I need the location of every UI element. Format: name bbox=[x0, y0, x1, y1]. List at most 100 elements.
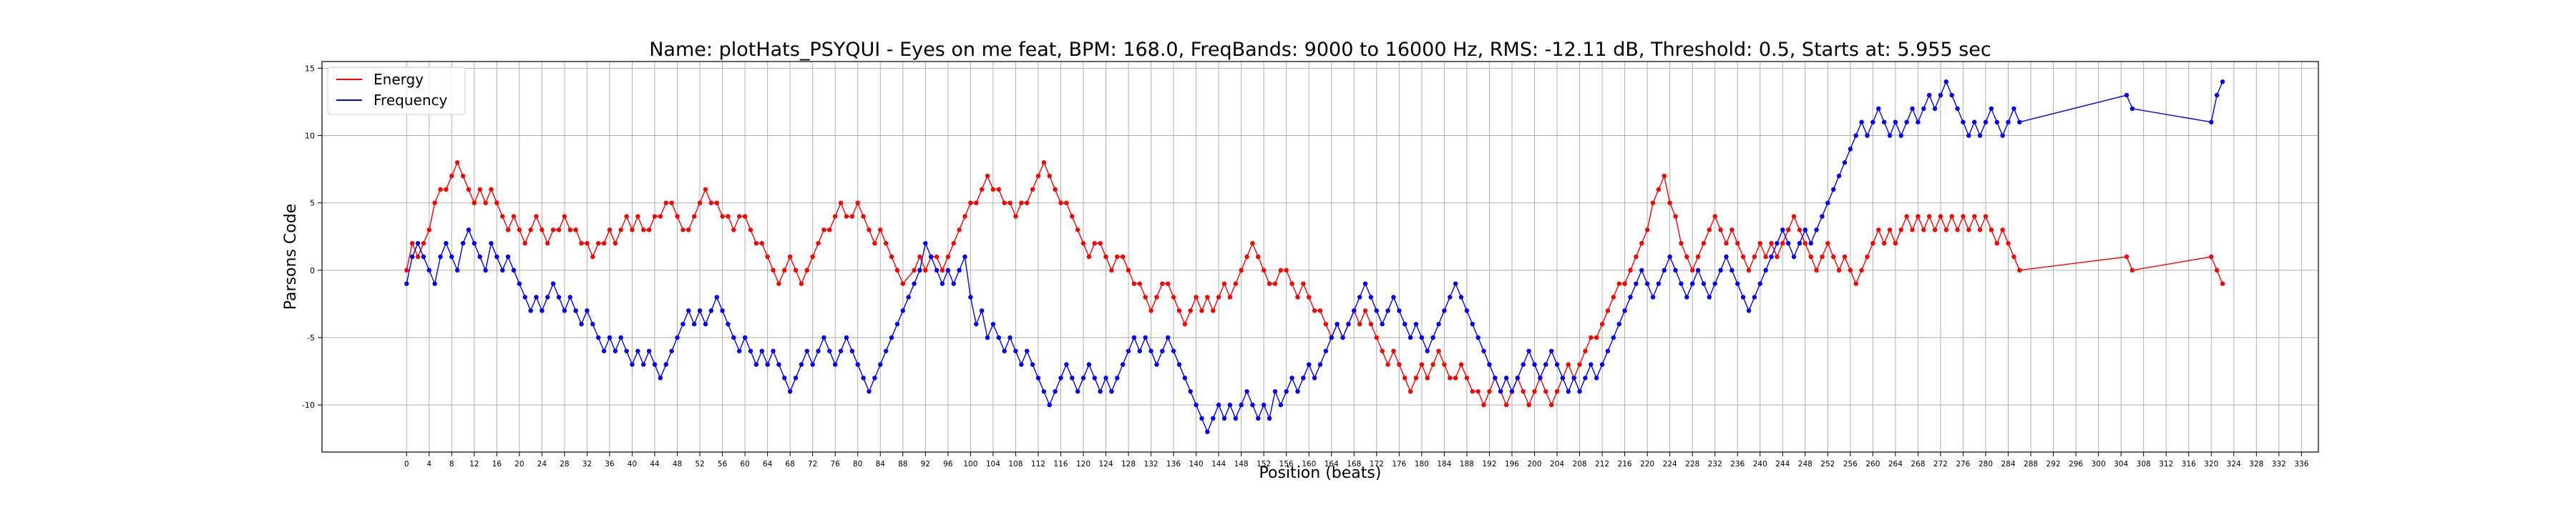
data-point-energy bbox=[951, 240, 956, 246]
data-point-energy bbox=[595, 240, 601, 246]
data-point-energy bbox=[1848, 268, 1853, 273]
data-point-energy bbox=[1199, 308, 1204, 313]
data-point-frequency bbox=[1154, 362, 1159, 367]
legend: Energy Frequency bbox=[327, 67, 466, 115]
data-point-frequency bbox=[1599, 362, 1605, 367]
data-point-frequency bbox=[1797, 240, 1802, 246]
data-point-energy bbox=[714, 200, 719, 205]
data-point-frequency bbox=[1058, 376, 1063, 381]
data-point-energy bbox=[731, 227, 736, 232]
data-point-energy bbox=[1391, 348, 1396, 353]
data-point-frequency bbox=[1554, 362, 1560, 367]
data-point-frequency bbox=[517, 281, 522, 286]
data-point-frequency bbox=[1571, 376, 1576, 381]
data-point-energy bbox=[1712, 214, 1717, 219]
data-point-frequency bbox=[883, 348, 889, 353]
data-point-frequency bbox=[1425, 348, 1430, 353]
data-point-frequency bbox=[1346, 321, 1351, 327]
data-point-frequency bbox=[1053, 389, 1058, 394]
data-point-energy bbox=[2214, 268, 2220, 273]
data-point-frequency bbox=[573, 308, 578, 313]
data-point-frequency bbox=[1368, 295, 1374, 300]
data-point-frequency bbox=[708, 308, 714, 313]
data-point-frequency bbox=[415, 240, 421, 246]
x-tick-label: 24 bbox=[537, 460, 547, 469]
data-point-frequency bbox=[1650, 295, 1656, 300]
data-point-frequency bbox=[1458, 295, 1464, 300]
data-point-energy bbox=[1030, 187, 1035, 192]
x-tick-label: 4 bbox=[426, 460, 431, 469]
data-point-energy bbox=[1481, 402, 1486, 408]
data-point-energy bbox=[726, 214, 731, 219]
x-tick-label: 72 bbox=[808, 460, 817, 469]
data-point-energy bbox=[630, 227, 635, 232]
x-tick-label: 336 bbox=[2294, 460, 2308, 469]
data-point-energy bbox=[957, 227, 962, 232]
data-point-frequency bbox=[1757, 281, 1762, 286]
data-point-energy bbox=[1019, 200, 1024, 205]
data-point-frequency bbox=[663, 362, 668, 367]
x-tick-label: 132 bbox=[1144, 460, 1158, 469]
data-point-energy bbox=[1374, 335, 1380, 340]
data-point-frequency bbox=[1464, 308, 1470, 313]
data-point-energy bbox=[432, 200, 437, 205]
data-point-energy bbox=[1622, 281, 1627, 286]
y-tick-label: -5 bbox=[307, 333, 315, 343]
data-point-energy bbox=[409, 240, 415, 246]
data-point-energy bbox=[1075, 227, 1080, 232]
data-point-energy bbox=[1154, 295, 1159, 300]
data-point-energy bbox=[579, 240, 584, 246]
data-point-frequency bbox=[1820, 214, 1825, 219]
data-point-frequency bbox=[1775, 240, 1780, 246]
data-point-energy bbox=[1594, 335, 1599, 340]
data-point-energy bbox=[1707, 227, 1712, 232]
data-point-frequency bbox=[1391, 295, 1396, 300]
data-point-energy bbox=[1380, 348, 1385, 353]
data-point-energy bbox=[1126, 268, 1131, 273]
data-point-frequency bbox=[1673, 268, 1678, 273]
data-point-frequency bbox=[601, 348, 607, 353]
data-point-frequency bbox=[1887, 133, 1893, 138]
data-point-frequency bbox=[1972, 119, 1977, 124]
data-point-energy bbox=[449, 173, 454, 179]
data-point-frequency bbox=[1498, 389, 1503, 394]
data-point-energy bbox=[1831, 254, 1836, 260]
series-line-energy bbox=[406, 162, 2223, 406]
x-tick-label: 208 bbox=[1573, 460, 1587, 469]
data-point-energy bbox=[1802, 240, 1807, 246]
data-point-frequency bbox=[968, 295, 973, 300]
data-point-energy bbox=[1120, 254, 1126, 260]
data-point-energy bbox=[703, 187, 708, 192]
data-point-energy bbox=[613, 240, 618, 246]
data-point-frequency bbox=[1357, 295, 1362, 300]
data-point-energy bbox=[2017, 268, 2022, 273]
data-point-frequency bbox=[1876, 106, 1881, 112]
data-point-energy bbox=[1983, 214, 1989, 219]
data-point-frequency bbox=[1712, 281, 1717, 286]
data-point-frequency bbox=[1075, 389, 1080, 394]
data-point-energy bbox=[1994, 240, 1999, 246]
data-point-frequency bbox=[1622, 308, 1627, 313]
data-point-energy bbox=[1820, 254, 1825, 260]
data-point-energy bbox=[1870, 240, 1875, 246]
data-point-energy bbox=[573, 227, 578, 232]
data-point-energy bbox=[1904, 214, 1909, 219]
ticks: 0 4 8 12 16 20 24 28 32 36 40 44 48 52 56 60 64 68 72 76 80 8… bbox=[302, 64, 2309, 469]
data-point-frequency bbox=[630, 362, 635, 367]
data-point-frequency bbox=[550, 281, 556, 286]
y-tick-label: 0 bbox=[310, 266, 315, 275]
data-point-frequency bbox=[1729, 268, 1735, 273]
data-point-frequency bbox=[1340, 335, 1345, 340]
data-point-frequency bbox=[1560, 376, 1566, 381]
data-point-frequency bbox=[534, 295, 539, 300]
data-point-frequency bbox=[1362, 281, 1368, 286]
data-point-energy bbox=[1148, 308, 1153, 313]
series-frequency bbox=[404, 79, 2225, 434]
data-point-energy bbox=[1836, 268, 1842, 273]
data-point-frequency bbox=[1814, 227, 1819, 232]
data-point-frequency bbox=[1307, 362, 1312, 367]
data-point-energy bbox=[1791, 214, 1797, 219]
data-point-energy bbox=[1898, 227, 1903, 232]
x-tick-label: 124 bbox=[1098, 460, 1113, 469]
x-tick-label: 48 bbox=[673, 460, 682, 469]
